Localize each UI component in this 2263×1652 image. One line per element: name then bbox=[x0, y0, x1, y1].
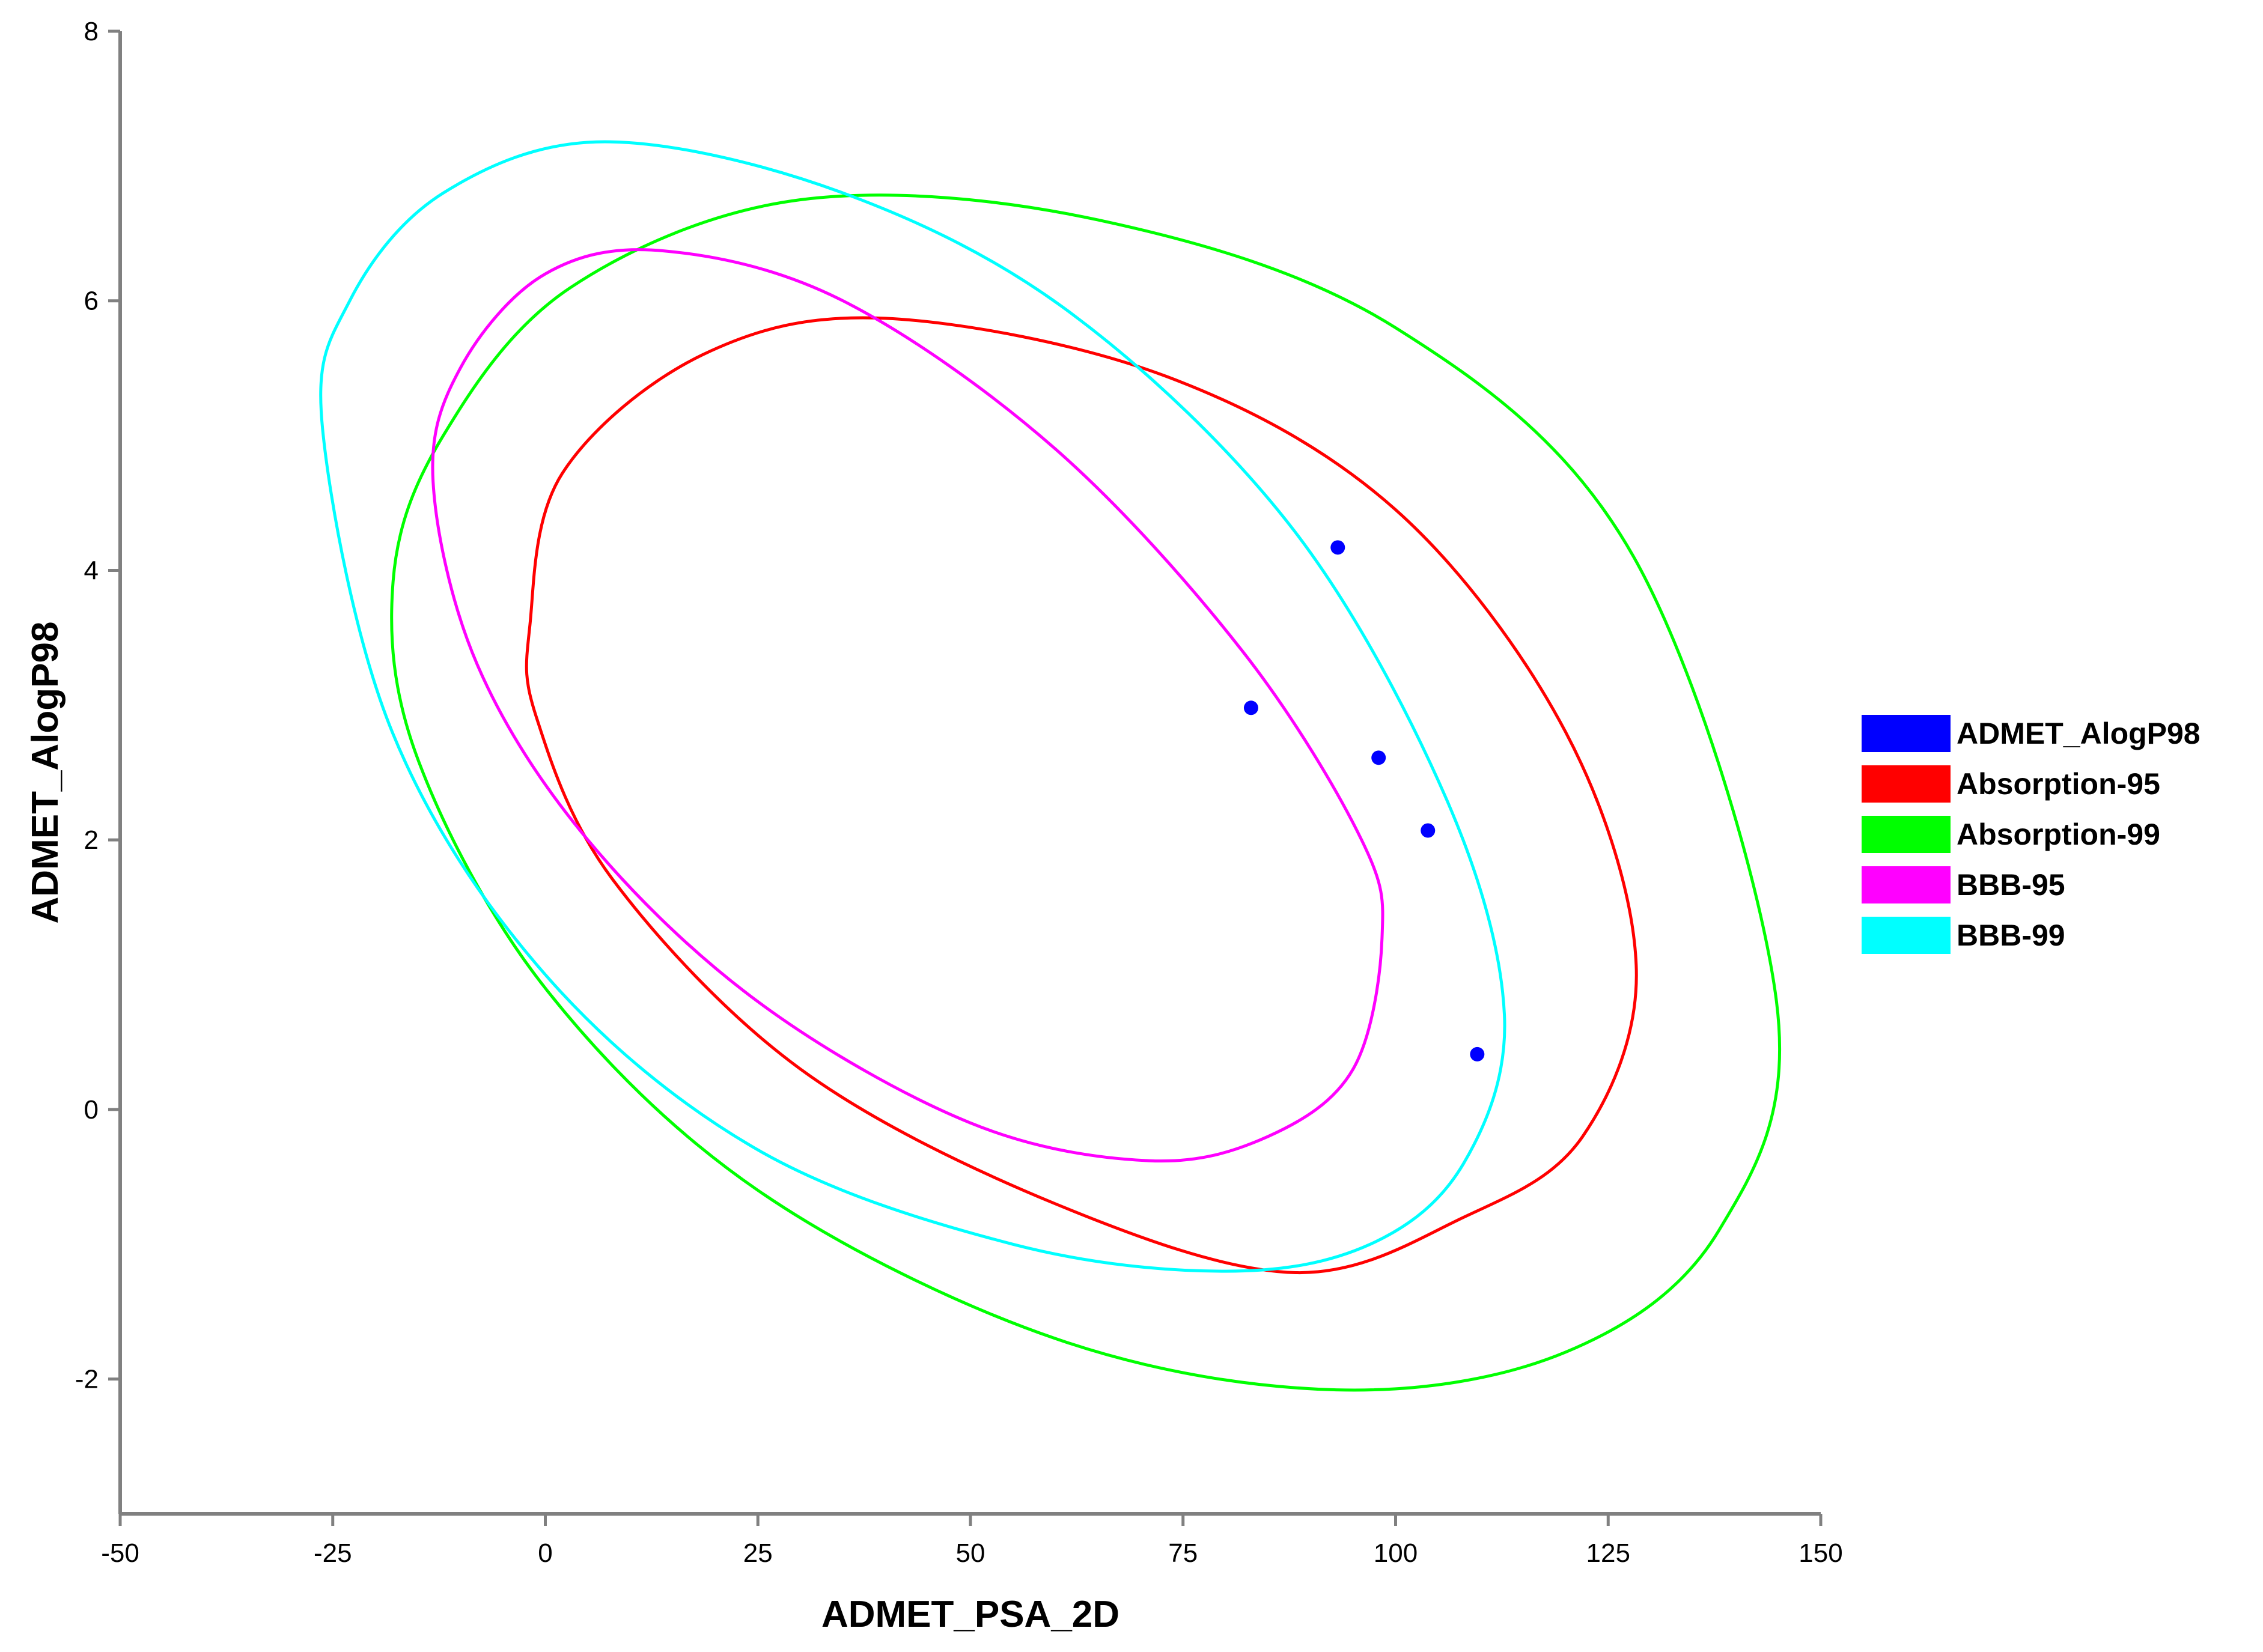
data-point bbox=[1421, 823, 1436, 838]
legend-label-bbb-95: BBB-95 bbox=[1957, 868, 2065, 902]
legend-label-absorption-95: Absorption-95 bbox=[1957, 767, 2160, 801]
legend-swatch-absorption-95 bbox=[1862, 765, 1951, 803]
data-point bbox=[1470, 1046, 1485, 1061]
data-point bbox=[1371, 750, 1386, 765]
y-axis-title: ADMET_AlogP98 bbox=[25, 622, 66, 924]
x-ticks: -50 -25 0 25 50 75 100 125 150 bbox=[101, 1514, 1843, 1568]
legend-swatch-bbb-99 bbox=[1862, 917, 1951, 954]
x-tick-label: 150 bbox=[1799, 1538, 1842, 1568]
ellipse-absorption-95 bbox=[525, 316, 1638, 1274]
y-ticks: -2 0 2 4 6 8 bbox=[75, 17, 120, 1394]
x-axis-title: ADMET_PSA_2D bbox=[821, 1594, 1119, 1635]
legend-label-bbb-99: BBB-99 bbox=[1957, 919, 2065, 952]
legend-swatch-admet-alogp98 bbox=[1862, 715, 1951, 752]
x-tick-label: 125 bbox=[1586, 1538, 1630, 1568]
data-point bbox=[1243, 700, 1258, 715]
data-point bbox=[1330, 540, 1345, 555]
x-tick-label: 100 bbox=[1374, 1538, 1418, 1568]
x-tick-label: 0 bbox=[538, 1538, 552, 1568]
ellipse-bbb-99 bbox=[319, 140, 1506, 1273]
x-tick-label: 75 bbox=[1168, 1538, 1198, 1568]
x-tick-label: -50 bbox=[101, 1538, 139, 1568]
ellipse-curves bbox=[319, 140, 1782, 1392]
x-tick-label: 50 bbox=[956, 1538, 985, 1568]
ellipse-bbb-95 bbox=[431, 248, 1384, 1163]
y-tick-label: 0 bbox=[84, 1095, 99, 1125]
y-tick-label: 2 bbox=[84, 825, 99, 855]
y-tick-label: -2 bbox=[75, 1365, 99, 1394]
y-tick-label: 4 bbox=[84, 556, 99, 585]
axes: -50 -25 0 25 50 75 100 125 150 -2 0 2 4 6 8 bbox=[75, 17, 1843, 1568]
y-tick-label: 8 bbox=[84, 17, 99, 46]
x-tick-label: -25 bbox=[314, 1538, 352, 1568]
legend-swatch-absorption-99 bbox=[1862, 816, 1951, 853]
x-tick-label: 25 bbox=[743, 1538, 773, 1568]
y-tick-label: 6 bbox=[84, 287, 99, 316]
ellipse-absorption-99 bbox=[390, 193, 1782, 1392]
legend: ADMET_AlogP98 Absorption-95 Absorption-99 B… bbox=[1862, 715, 2201, 954]
legend-label-admet-alogp98: ADMET_AlogP98 bbox=[1957, 717, 2201, 750]
legend-swatch-bbb-95 bbox=[1862, 866, 1951, 903]
legend-label-absorption-99: Absorption-99 bbox=[1957, 818, 2160, 851]
data-points bbox=[1243, 540, 1485, 1061]
